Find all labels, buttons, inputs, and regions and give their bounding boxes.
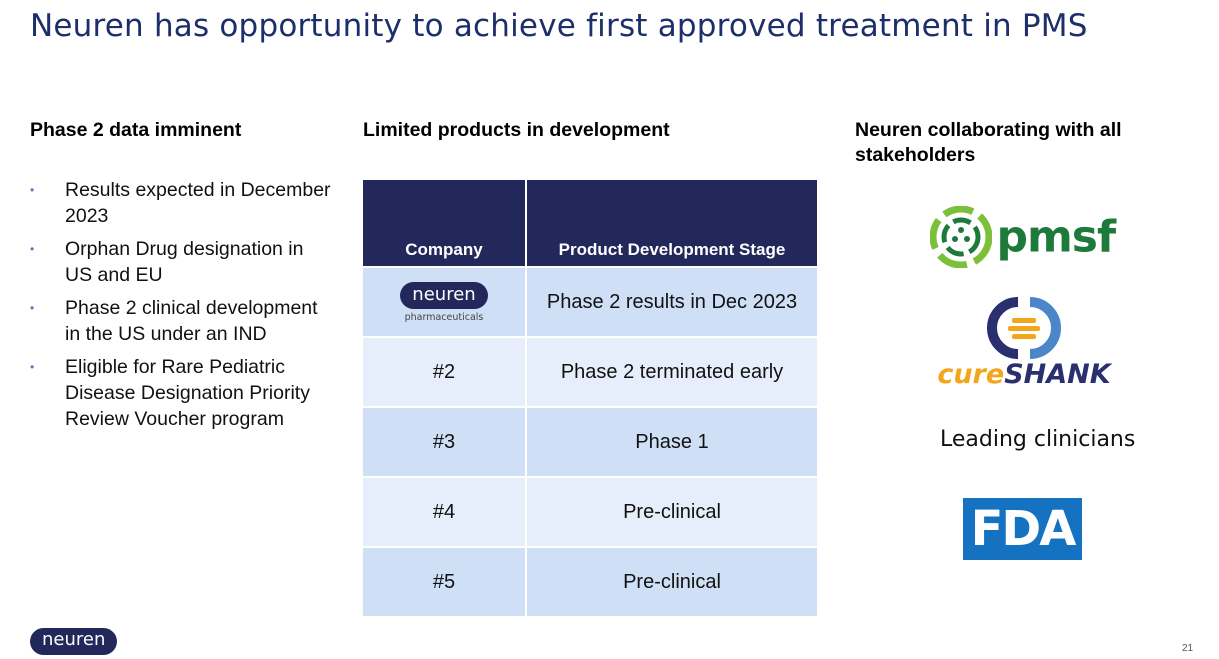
stage-cell: Pre-clinical [526, 546, 817, 616]
middle-heading: Limited products in development [363, 119, 670, 141]
stage-cell: Pre-clinical [526, 476, 817, 547]
bullet-dot-icon: • [30, 242, 35, 256]
pmsf-wordmark: pmsf [996, 211, 1116, 263]
stage-cell: Phase 1 [526, 406, 817, 477]
stage-cell: Phase 2 results in Dec 2023 [526, 266, 817, 337]
company-cell: #3 [363, 406, 527, 477]
cureshank-logo: cureSHANK [929, 296, 1119, 390]
bullet-item: • Eligible for Rare Pediatric Disease Des… [30, 356, 310, 430]
table-header-row: Company Product Development Stage [363, 180, 817, 267]
bullet-item: • Results expected in December 2023 [30, 179, 331, 227]
bullet-item: • Phase 2 clinical development in the US … [30, 297, 318, 345]
stage-cell: Phase 2 terminated early [526, 336, 817, 407]
company-cell: #4 [363, 476, 527, 547]
left-heading: Phase 2 data imminent [30, 119, 242, 141]
footer-neuren-logo: neuren [30, 628, 118, 655]
slide-title: Neuren has opportunity to achieve first … [30, 8, 1088, 44]
bullet-list: • Results expected in December 2023 • Orph… [30, 177, 335, 439]
pmsf-logo: pmsf [929, 205, 1116, 269]
bullet-item: • Orphan Drug designation in US and EU [30, 238, 304, 286]
neuren-logo-subtitle: pharmaceuticals [404, 311, 484, 323]
table-row: #5 Pre-clinical [363, 546, 817, 616]
company-cell: neuren pharmaceuticals [363, 266, 527, 337]
neuren-logo: neuren [400, 281, 488, 309]
bullet-dot-icon: • [30, 301, 35, 315]
fda-logo: FDA [963, 498, 1082, 560]
clinicians-label: Leading clinicians [940, 427, 1136, 452]
table-row: #4 Pre-clinical [363, 476, 817, 547]
bullet-dot-icon: • [30, 183, 35, 197]
table-row: #3 Phase 1 [363, 406, 817, 477]
table-row: neuren pharmaceuticals Phase 2 results i… [363, 266, 817, 337]
cureshank-wordmark: cureSHANK [937, 359, 1111, 390]
header-stage: Product Development Stage [526, 180, 817, 267]
pipeline-table: Company Product Development Stage neuren… [363, 180, 817, 616]
right-heading: Neuren collaborating with all stakeholde… [855, 119, 1122, 166]
cureshank-emblem-icon [987, 297, 1061, 359]
company-cell: #2 [363, 336, 527, 407]
page-number: 21 [1182, 643, 1194, 654]
header-company: Company [363, 180, 527, 267]
company-cell: #5 [363, 546, 527, 616]
pmsf-emblem-icon [929, 205, 993, 269]
bullet-dot-icon: • [30, 360, 35, 374]
table-row: #2 Phase 2 terminated early [363, 336, 817, 407]
